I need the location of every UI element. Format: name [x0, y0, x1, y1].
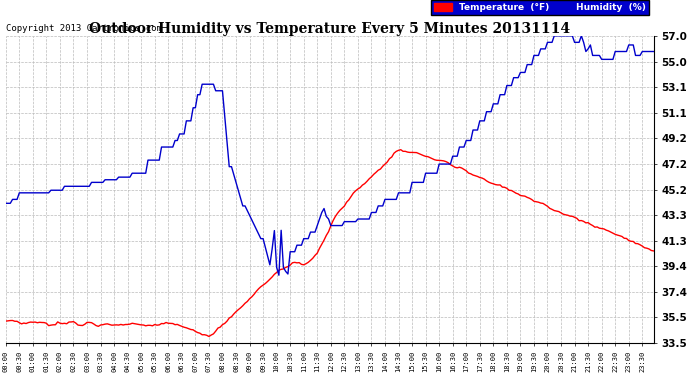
Title: Outdoor Humidity vs Temperature Every 5 Minutes 20131114: Outdoor Humidity vs Temperature Every 5 … [89, 22, 570, 36]
Legend: Temperature  (°F), Humidity  (%): Temperature (°F), Humidity (%) [431, 0, 649, 15]
Text: Copyright 2013 Cartronics.com: Copyright 2013 Cartronics.com [6, 24, 162, 33]
